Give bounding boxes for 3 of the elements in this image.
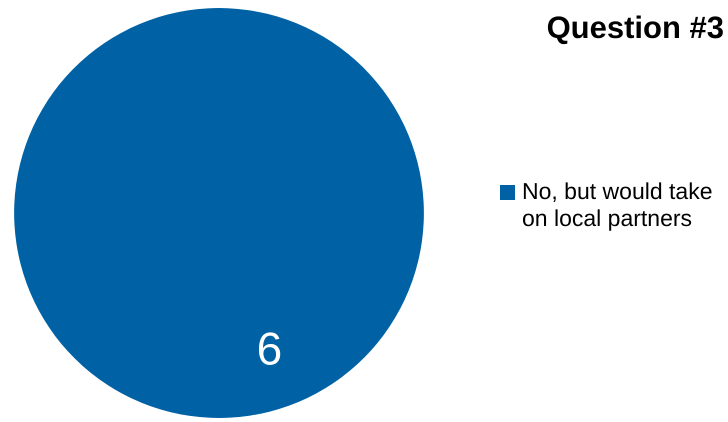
chart-title: Question #3 [546,10,724,46]
legend-label: No, but would take on local partners [522,178,713,231]
data-label: 6 [256,322,282,374]
